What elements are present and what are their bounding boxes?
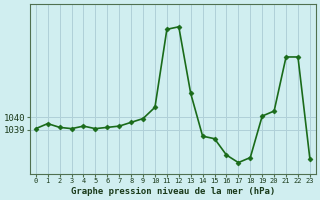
X-axis label: Graphe pression niveau de la mer (hPa): Graphe pression niveau de la mer (hPa) [71, 187, 275, 196]
